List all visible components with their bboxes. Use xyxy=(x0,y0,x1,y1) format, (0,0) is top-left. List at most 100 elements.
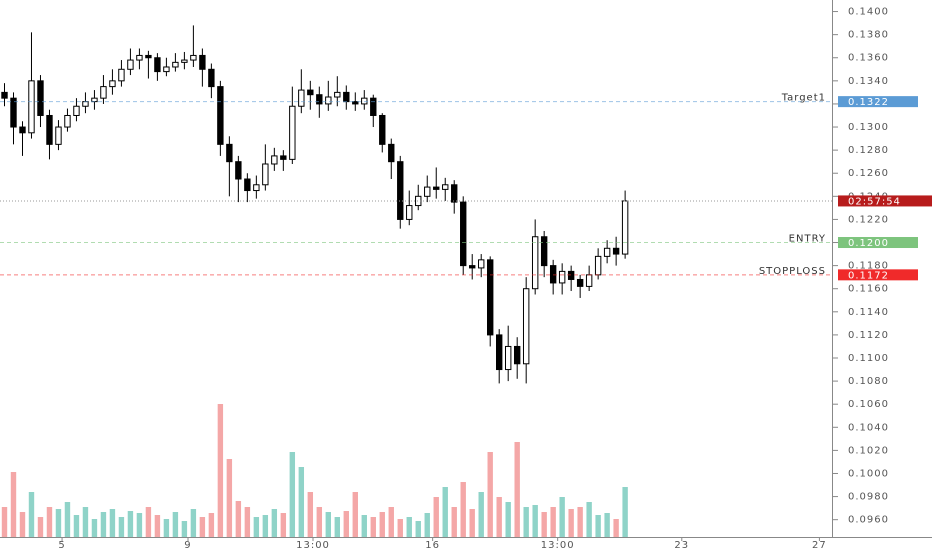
candle-body xyxy=(226,143,233,163)
last-price-badge xyxy=(838,195,932,207)
y-tick-label: 0.1060 xyxy=(848,399,889,410)
volume-bar xyxy=(154,515,161,537)
volume-bar xyxy=(550,507,556,537)
volume-bar xyxy=(433,497,439,537)
candle-body xyxy=(217,86,224,145)
candle-body xyxy=(271,155,278,165)
candle-body xyxy=(19,126,26,134)
candle-body xyxy=(379,114,386,145)
volume-bar xyxy=(388,507,394,537)
y-tick-label: 0.1080 xyxy=(848,376,889,387)
candle-body xyxy=(208,68,215,88)
candle-body xyxy=(442,184,449,190)
x-tick-label: 13:00 xyxy=(296,540,330,550)
volume-bar xyxy=(316,507,323,537)
candle-body xyxy=(487,259,494,336)
price-line-badge xyxy=(838,237,918,249)
volume-bar xyxy=(406,517,412,537)
candle-body xyxy=(334,91,341,98)
volume-bar xyxy=(136,513,143,537)
volume-bar xyxy=(145,507,152,537)
volume-bar xyxy=(334,517,340,537)
price-line-label: 0.1200 xyxy=(848,238,889,249)
volume-bar xyxy=(100,512,107,537)
volume-bar xyxy=(82,507,89,537)
candle-body xyxy=(181,59,188,63)
candle-body xyxy=(127,59,134,70)
y-tick-label: 0.1380 xyxy=(848,30,889,41)
price-line-badge xyxy=(838,96,918,108)
candle-body xyxy=(478,259,485,269)
candle-body xyxy=(352,101,359,105)
volume-bar xyxy=(280,513,287,537)
volume-bar xyxy=(568,509,574,537)
candle-body xyxy=(567,270,575,280)
candle-body xyxy=(235,161,242,180)
candle-body xyxy=(522,288,530,365)
candle-body xyxy=(307,89,314,96)
y-tick-label: 0.1340 xyxy=(848,76,889,87)
candle-body xyxy=(325,96,332,105)
volume-bar xyxy=(307,492,314,537)
volume-bar xyxy=(298,467,305,537)
volume-bar xyxy=(514,442,520,537)
candle-body xyxy=(145,54,152,59)
volume-bar xyxy=(559,497,565,537)
y-tick-label: 0.1360 xyxy=(848,53,889,64)
candle-body xyxy=(280,155,287,160)
candle-body xyxy=(100,86,107,99)
price-line-name: Target1 xyxy=(781,93,826,104)
volume-bar xyxy=(505,502,511,537)
candle-body xyxy=(433,186,440,190)
volume-bar xyxy=(496,497,502,537)
volume-bar xyxy=(28,492,35,537)
volume-bar xyxy=(460,482,466,537)
y-tick-label: 0.1180 xyxy=(848,261,889,272)
y-tick-label: 0.1260 xyxy=(848,168,889,179)
volume-bar xyxy=(199,517,206,537)
candle-body xyxy=(253,184,260,192)
volume-bar xyxy=(235,501,242,537)
volume-bar xyxy=(190,509,197,537)
candle-body xyxy=(199,54,206,70)
y-tick-label: 0.1140 xyxy=(848,307,889,318)
y-tick-label: 0.0960 xyxy=(848,515,889,526)
volume-bar xyxy=(208,513,215,537)
candle-body xyxy=(343,91,350,103)
candle-body xyxy=(10,97,17,128)
candle-body xyxy=(73,105,80,116)
price-line-name: STOPPLOSS xyxy=(759,266,826,277)
volume-bar xyxy=(379,512,385,537)
x-tick-label: 5 xyxy=(58,540,65,550)
volume-bar xyxy=(622,487,628,537)
volume-bar xyxy=(469,509,475,537)
volume-bar xyxy=(226,459,233,537)
candle-body xyxy=(1,91,8,99)
volume-bar xyxy=(442,487,448,537)
volume-bar xyxy=(397,519,403,537)
price-line-name: ENTRY xyxy=(789,234,826,245)
volume-bar xyxy=(19,512,26,537)
volume-bar xyxy=(532,505,538,537)
last-price-label: 02:57:54 xyxy=(848,196,901,207)
volume-bar xyxy=(217,404,224,537)
candle-body xyxy=(289,105,296,160)
y-tick-label: 0.1040 xyxy=(848,422,889,433)
volume-bar xyxy=(73,515,80,537)
x-tick-label: 27 xyxy=(812,540,827,550)
y-tick-label: 0.1120 xyxy=(848,330,889,341)
y-tick-label: 0.1100 xyxy=(848,353,889,364)
volume-bar xyxy=(370,517,376,537)
volume-bar xyxy=(181,521,188,537)
candle-body xyxy=(190,54,197,61)
candle-body xyxy=(370,97,377,116)
volume-bar xyxy=(163,519,170,537)
candle-body xyxy=(172,61,179,68)
y-tick-label: 0.1020 xyxy=(848,445,889,456)
candle-body xyxy=(244,178,251,192)
x-tick-label: 9 xyxy=(184,540,191,550)
x-tick-label: 16 xyxy=(425,540,440,550)
volume-bar xyxy=(541,512,547,537)
volume-bar xyxy=(1,507,8,537)
